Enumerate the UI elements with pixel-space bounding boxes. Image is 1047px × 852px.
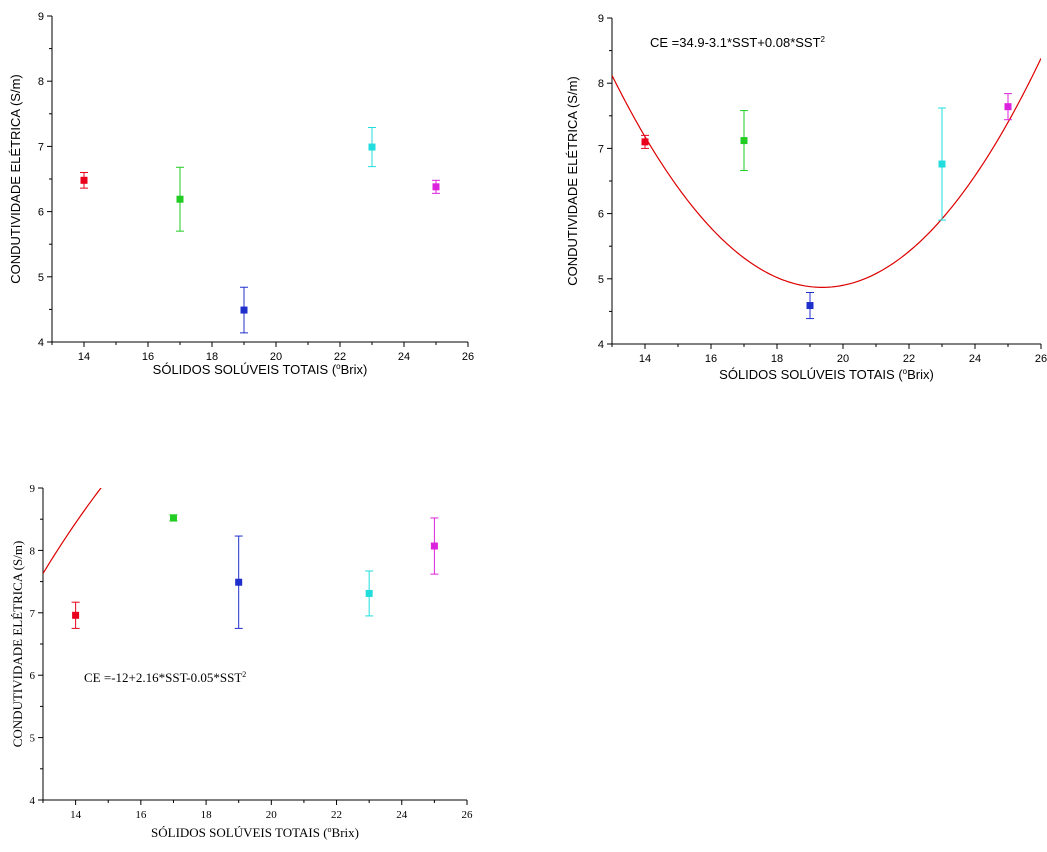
x-tick-label: 26 (462, 809, 474, 821)
x-tick-label: 26 (1035, 353, 1047, 365)
data-point-2 (740, 110, 748, 172)
chart-panel-2: 4 5 6 7 8 9 14 16 18 20 22 24 26 SÓLIDOS SOLÚVEIS TOT… (565, 13, 1047, 382)
y-tick-label: 7 (598, 143, 604, 155)
x-tick-label: 16 (135, 809, 147, 821)
chart-panel-3: 4 5 6 7 8 9 14 16 18 20 22 24 26 SÓLIDOS SOLÚVEIS TOT… (10, 483, 474, 840)
data-point-5 (1004, 93, 1012, 121)
data-point-4 (368, 126, 376, 168)
y-tick-label: 7 (38, 141, 44, 153)
x-tick-label: 18 (201, 809, 213, 821)
y-tick-label: 5 (38, 272, 44, 284)
y-tick-label: 4 (598, 339, 604, 351)
x-tick-label: 16 (705, 353, 717, 365)
y-tick-label: 6 (38, 207, 44, 219)
fit-equation: CE =34.9-3.1*SST+0.08*SST2 (650, 35, 826, 50)
y-tick-label: 8 (38, 76, 44, 88)
x-axis-label: SÓLIDOS SOLÚVEIS TOTAIS (oBrix) (151, 825, 359, 840)
x-tick-label: 22 (903, 353, 915, 365)
x-tick-label: 14 (78, 351, 90, 363)
fit-curve (43, 488, 102, 574)
y-tick-label: 9 (598, 13, 604, 25)
y-axis-label: CONDUTIVIDADE ELÉTRICA (S/m) (565, 76, 580, 285)
point-marker (240, 306, 248, 314)
point-marker (806, 302, 814, 310)
data-point-1 (80, 171, 88, 189)
point-marker (176, 195, 184, 203)
point-marker (430, 542, 438, 550)
y-axis-label: CONDUTIVIDADE ELÉTRICA (S/m) (10, 541, 25, 748)
point-marker (72, 611, 80, 619)
point-marker (235, 578, 243, 586)
point-marker (365, 589, 373, 597)
point-marker (740, 137, 748, 145)
y-tick-label: 5 (598, 274, 604, 286)
data-point-5 (430, 517, 439, 575)
x-tick-label: 20 (266, 809, 278, 821)
point-marker (368, 143, 376, 151)
fit-equation: CE =-12+2.16*SST-0.05*SST2 (84, 670, 246, 685)
x-tick-label: 20 (270, 351, 282, 363)
x-tick-label: 18 (206, 351, 218, 363)
chart-panel-1: 4 5 6 7 8 9 14 16 18 20 22 24 26 SÓLIDOS SOLÚVEIS TOT… (8, 11, 474, 377)
data-point-3 (240, 286, 248, 334)
x-tick-label: 18 (771, 353, 783, 365)
point-marker (641, 138, 649, 146)
fit-curve (612, 58, 1041, 288)
x-tick-label: 22 (331, 809, 342, 821)
y-tick-label: 4 (38, 337, 44, 349)
data-point-4 (938, 107, 946, 221)
x-axis-label: SÓLIDOS SOLÚVEIS TOTAIS (oBrix) (153, 362, 368, 377)
data-point-3 (234, 535, 243, 629)
point-marker (938, 160, 946, 168)
point-marker (1004, 103, 1012, 111)
data-point-2 (169, 514, 178, 522)
y-tick-label: 9 (30, 483, 36, 495)
data-point-1 (71, 601, 80, 629)
x-tick-label: 22 (334, 351, 346, 363)
y-tick-label: 6 (30, 670, 36, 682)
x-tick-label: 20 (837, 353, 849, 365)
x-tick-label: 24 (398, 351, 410, 363)
data-point-2 (176, 166, 184, 232)
point-marker (169, 514, 177, 522)
y-tick-label: 5 (30, 733, 36, 745)
x-tick-label: 24 (396, 809, 408, 821)
x-axis-label: SÓLIDOS SOLÚVEIS TOTAIS (oBrix) (719, 367, 934, 382)
y-tick-label: 8 (30, 545, 36, 557)
x-tick-label: 16 (142, 351, 154, 363)
y-tick-label: 6 (598, 209, 604, 221)
y-tick-label: 8 (598, 78, 604, 90)
y-tick-label: 9 (38, 11, 44, 23)
x-tick-label: 14 (639, 353, 651, 365)
x-tick-label: 14 (70, 809, 82, 821)
point-marker (80, 176, 88, 184)
y-axis-label: CONDUTIVIDADE ELÉTRICA (S/m) (8, 74, 23, 283)
data-point-4 (365, 570, 374, 617)
y-tick-label: 4 (30, 795, 36, 807)
data-point-5 (432, 179, 440, 194)
y-tick-label: 7 (30, 608, 36, 620)
data-point-1 (641, 134, 649, 149)
data-point-3 (806, 291, 814, 320)
point-marker (432, 183, 440, 191)
x-tick-label: 26 (462, 351, 474, 363)
x-tick-label: 24 (969, 353, 981, 365)
